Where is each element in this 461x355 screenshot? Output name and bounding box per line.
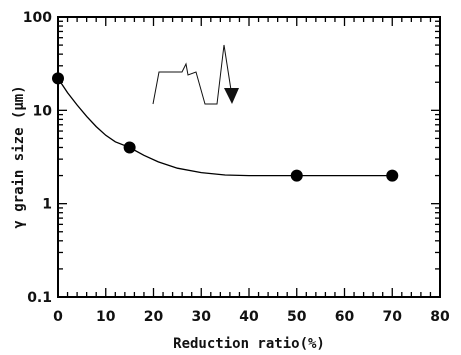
x-tick-label: 80 bbox=[430, 309, 450, 325]
y-tick-label: 10 bbox=[33, 103, 53, 119]
x-axis-title: Reduction ratio(%) bbox=[173, 336, 325, 352]
data-point bbox=[386, 169, 399, 182]
rolling-schedule-icon bbox=[152, 44, 239, 105]
x-tick-label: 70 bbox=[383, 309, 403, 325]
x-tick-label: 50 bbox=[287, 309, 307, 325]
x-tick-label: 10 bbox=[96, 309, 116, 325]
x-tick-label: 0 bbox=[53, 309, 63, 325]
fit-curve bbox=[57, 78, 393, 177]
plot-frame bbox=[57, 16, 441, 298]
x-tick-label: 40 bbox=[239, 309, 259, 325]
data-point bbox=[290, 169, 303, 182]
y-tick-label: 0.1 bbox=[27, 290, 52, 306]
axis-ticks bbox=[57, 17, 441, 298]
x-tick-label: 20 bbox=[144, 309, 164, 325]
y-axis-title: γ grain size (μm) bbox=[11, 85, 27, 228]
x-tick-label: 30 bbox=[192, 309, 212, 325]
tick-labels: 0 10 20 30 40 50 60 70 80 0.1 1 10 100 bbox=[23, 10, 450, 325]
data-markers bbox=[52, 72, 399, 182]
y-tick-label: 1 bbox=[42, 197, 52, 213]
y-tick-label: 100 bbox=[23, 10, 52, 26]
x-tick-label: 60 bbox=[335, 309, 355, 325]
data-point bbox=[123, 141, 136, 154]
